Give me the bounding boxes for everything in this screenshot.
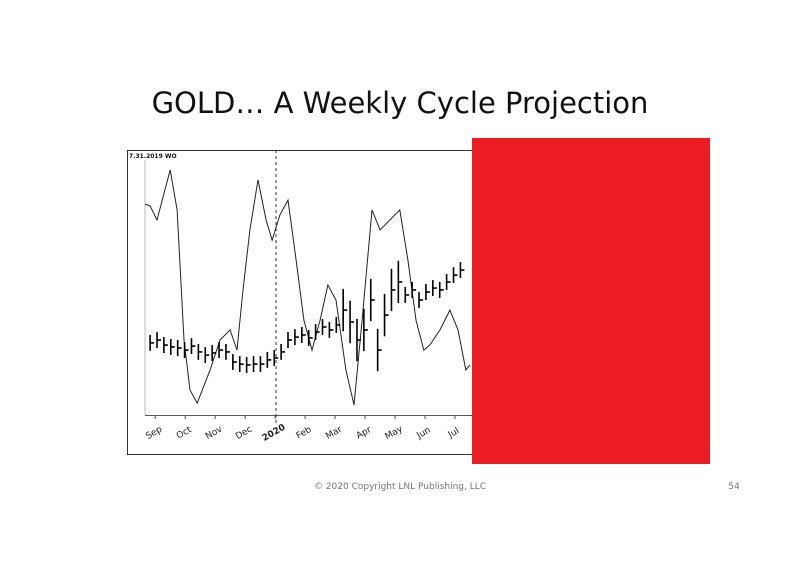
chart-label: 7.31.2019 WO — [129, 153, 177, 160]
page-number: 54 — [728, 482, 740, 492]
cycle-line — [144, 169, 471, 406]
footer: © 2020 Copyright LNL Publishing, LLC — [314, 482, 486, 492]
chart-frame — [127, 150, 473, 455]
redaction-box — [472, 138, 710, 464]
slide-title: GOLD… A Weekly Cycle Projection — [152, 86, 649, 120]
